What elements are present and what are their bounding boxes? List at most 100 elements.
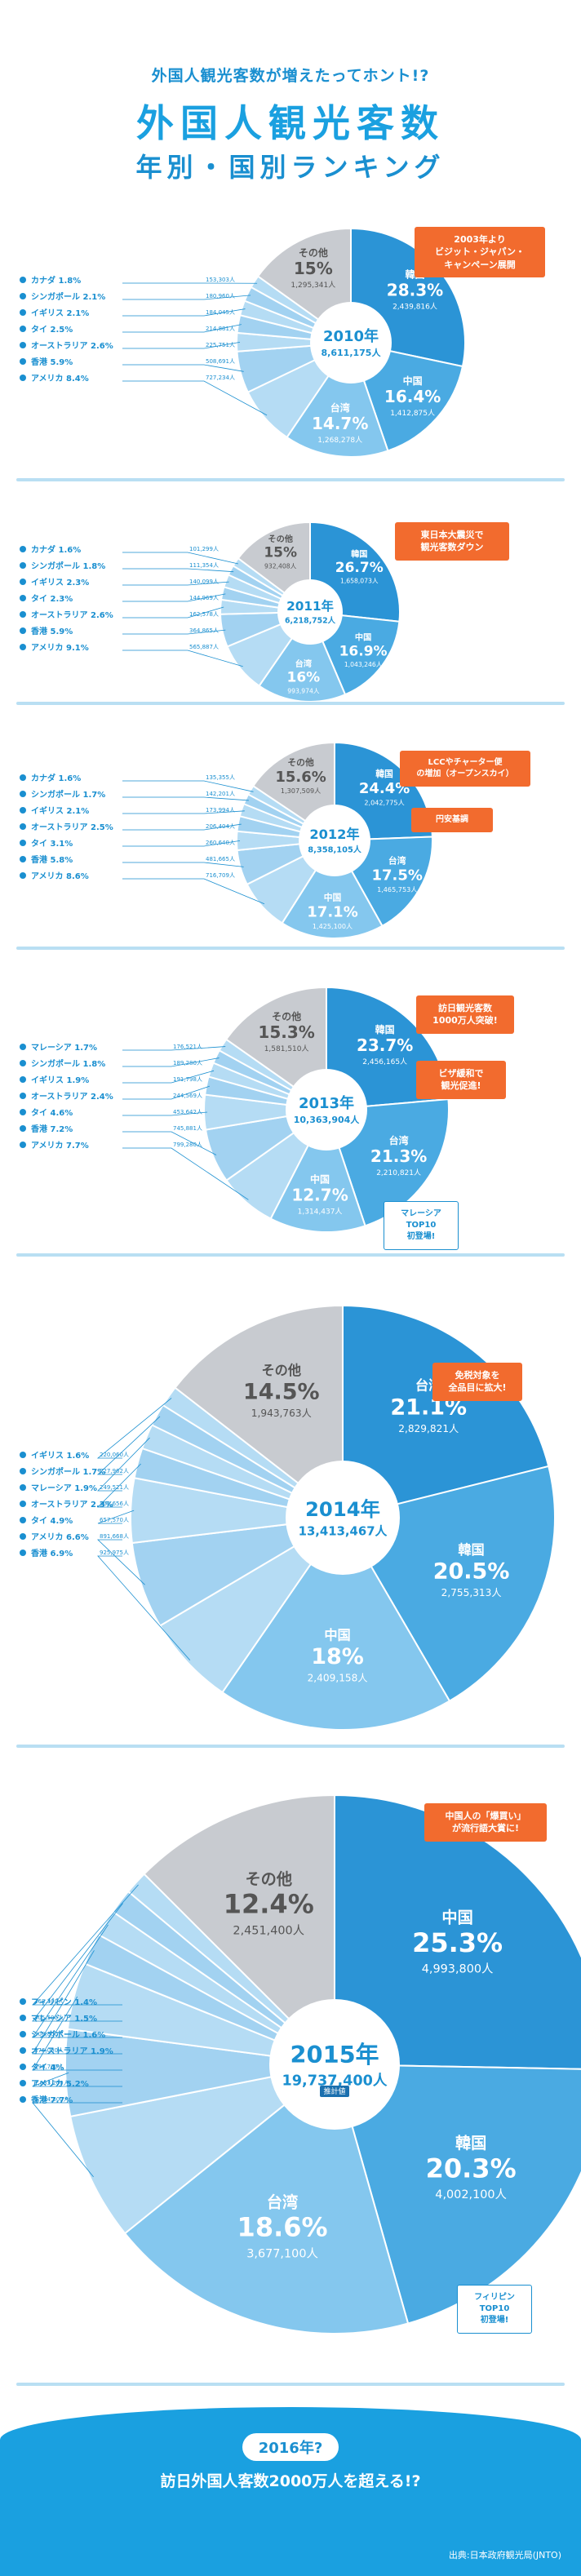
callout-2014: 免税対象を 全品目に拡大! — [432, 1363, 522, 1401]
flag-icon — [20, 872, 26, 879]
flag-icon — [20, 309, 26, 316]
flag-icon — [20, 2096, 26, 2103]
small-slice-count: 302,656人 — [100, 1501, 129, 1507]
total-label: 8,358,105人 — [308, 844, 361, 854]
small-slice-label: カナダ 1.6% — [31, 544, 81, 555]
chart-2010: 韓国28.3%2,439,816人中国16.4%1,412,875人台湾14.7… — [0, 220, 581, 498]
total-label: 6,218,752人 — [285, 616, 336, 626]
small-slice-count: 227,962人 — [100, 1468, 129, 1474]
leader-line — [122, 552, 239, 565]
ground-line — [16, 702, 565, 705]
small-slice-label: カナダ 1.8% — [31, 275, 81, 286]
slice-count: 2,409,158人 — [308, 1673, 368, 1684]
leader-line — [32, 1950, 122, 2055]
small-slice-label: イギリス 2.1% — [31, 308, 89, 318]
flag-icon — [20, 1533, 26, 1540]
slice-name: 中国 — [441, 1909, 472, 1927]
page-subtitle: 年別・国別ランキング — [135, 152, 446, 183]
ground-line — [16, 947, 565, 950]
slice-percent: 16% — [287, 670, 321, 686]
leader-line — [122, 1057, 220, 1067]
small-slice-label: タイ 2.3% — [31, 594, 73, 604]
small-slice-count: 657,570人 — [100, 1517, 129, 1523]
flag-icon — [20, 1142, 26, 1148]
small-slice-count: 1,524,300人 — [34, 2096, 69, 2103]
small-slice-label: 香港 5.8% — [31, 854, 73, 865]
pie-chart-2011: 韓国26.7%1,658,073人中国16.9%1,043,246人台湾16%9… — [20, 521, 401, 703]
small-slice-label: シンガポール 1.7% — [31, 1466, 105, 1477]
callout-2010: 2003年より ビジット・ジャパン・ キャンペーン展開 — [415, 227, 545, 278]
small-slice-count: 364,865人 — [189, 627, 219, 634]
small-slice-label: タイ 4.9% — [31, 1516, 73, 1526]
leader-line — [122, 862, 244, 867]
slice-percent: 18% — [311, 1644, 364, 1669]
ground-line — [16, 478, 565, 481]
small-slice-count: 376,000人 — [34, 2047, 64, 2054]
slice-count: 2,829,821人 — [398, 1423, 459, 1434]
small-slice-label: タイ 4% — [31, 2063, 64, 2073]
ground-line — [16, 2383, 565, 2386]
pie-slice — [221, 1516, 451, 1731]
small-slice-label: アメリカ 6.6% — [31, 1532, 89, 1542]
flag-icon — [20, 1125, 26, 1132]
slice-percent: 17.5% — [371, 867, 422, 885]
small-slice-label: アメリカ 5.2% — [31, 2079, 89, 2089]
small-slice-count: 508,691人 — [206, 358, 235, 365]
leader-line — [122, 568, 234, 573]
leader-line — [97, 1463, 141, 1508]
small-slice-count: 144,969人 — [189, 595, 219, 601]
flag-icon — [20, 856, 26, 862]
pie-center — [269, 1999, 400, 2130]
ground-line — [16, 1253, 565, 1257]
flag-icon — [20, 326, 26, 332]
leader-line — [32, 1996, 122, 2071]
slice-percent: 20.5% — [433, 1559, 510, 1585]
small-slice-count: 565,887人 — [189, 644, 219, 650]
slice-name: その他 — [268, 534, 293, 544]
slice-name: 台湾 — [389, 1134, 409, 1146]
slice-count: 2,042,775人 — [364, 798, 404, 806]
small-slice-label: タイ 2.5% — [31, 325, 73, 335]
leader-line — [97, 1539, 145, 1585]
small-slice-count: 140,099人 — [189, 579, 219, 585]
pie-slice — [334, 1793, 581, 2070]
callout-2011: 東日本大震災で 観光客数ダウン — [395, 522, 509, 561]
footer: 2016年? 訪日外国人客数2000万人を超える!? 出典:日本政府観光局(JN… — [0, 2407, 581, 2576]
year-label: 2012年 — [309, 827, 359, 842]
slice-count: 1,658,073人 — [340, 578, 379, 585]
small-slice-label: 香港 5.9% — [31, 357, 73, 367]
slice-percent: 16.4% — [384, 387, 441, 406]
slice-name: 韓国 — [375, 1023, 395, 1035]
leader-line — [122, 1111, 208, 1116]
flag-icon — [20, 375, 26, 381]
pie-slice — [143, 1793, 335, 2067]
slice-percent: 12.4% — [224, 1889, 314, 1920]
flag-icon — [20, 1076, 26, 1083]
flag-icon — [20, 1484, 26, 1491]
callout-2013-a: 訪日観光客数 1000万人突破! — [416, 995, 514, 1034]
slice-percent: 25.3% — [412, 1927, 503, 1958]
small-slice-label: オーストラリア 2.6% — [31, 341, 113, 351]
flag-icon — [20, 2064, 26, 2070]
year-label: 2013年 — [299, 1094, 354, 1112]
leader-line — [122, 650, 243, 667]
ground-line — [16, 1745, 565, 1748]
flag-icon — [20, 358, 26, 365]
slice-count: 4,993,800人 — [422, 1962, 494, 1975]
flag-icon — [20, 2047, 26, 2054]
small-slice-count: 796,700人 — [34, 2064, 64, 2070]
leader-line — [122, 308, 246, 317]
leader-line — [122, 840, 241, 847]
pie-slice — [281, 839, 384, 939]
flag-icon — [20, 2080, 26, 2086]
estimate-badge-text: 推計値 — [323, 2086, 345, 2096]
small-slice-count: 220,060人 — [100, 1452, 129, 1458]
small-slice-label: マレーシア 1.7% — [31, 1043, 97, 1053]
leader-line — [32, 2072, 122, 2087]
